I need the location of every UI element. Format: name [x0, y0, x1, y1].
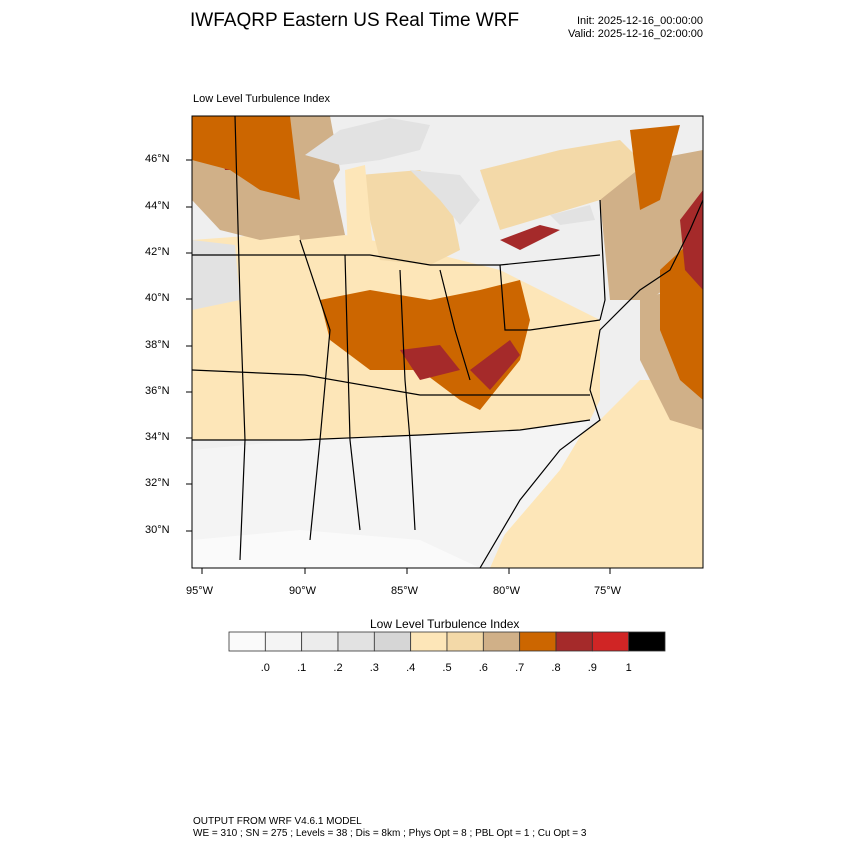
lake-ontario: [550, 205, 595, 225]
colorbar-label: .2: [333, 662, 343, 674]
atlantic-region: [490, 380, 703, 568]
wisconsin-tan: [290, 165, 345, 240]
colorbar-label: .1: [297, 662, 307, 674]
colorbar-swatch: [228, 631, 266, 652]
colorbar-label: .6: [478, 662, 488, 674]
gulf-white: [192, 530, 480, 568]
lon-label: 90°W: [289, 585, 317, 597]
colorbar-title: Low Level Turbulence Index: [370, 617, 520, 631]
lon-label: 95°W: [186, 585, 214, 597]
footer-config: WE = 310 ; SN = 275 ; Levels = 38 ; Dis …: [193, 828, 587, 839]
init-time: Init: 2025-12-16_00:00:00: [577, 15, 703, 27]
footer-model: OUTPUT FROM WRF V4.6.1 MODEL: [193, 816, 362, 827]
plot-title: IWFAQRP Eastern US Real Time WRF: [190, 10, 520, 31]
plains-gray: [192, 240, 240, 310]
lake-superior: [305, 118, 430, 165]
canada-orange: [630, 125, 680, 210]
colorbar-swatch: [519, 631, 557, 652]
axis-ticks: [186, 159, 611, 574]
lat-label: 32°N: [145, 477, 170, 489]
lat-label: 40°N: [145, 292, 170, 304]
colorbar-label: 1: [625, 662, 632, 674]
lon-label: 75°W: [594, 585, 622, 597]
valid-time: Valid: 2025-12-16_02:00:00: [568, 28, 703, 40]
canada-tan: [480, 140, 650, 230]
colorbar-swatch: [555, 631, 593, 652]
lake-erie-red: [500, 225, 560, 250]
colorbar-swatch: [373, 631, 412, 652]
lon-label: 80°W: [493, 585, 521, 597]
lake-huron: [410, 170, 480, 225]
lat-label: 30°N: [145, 524, 170, 536]
colorbar-label: .9: [587, 662, 597, 674]
colorbar-swatch: [301, 631, 339, 652]
colorbar-swatch: [264, 631, 303, 652]
colorbar-label: .4: [406, 662, 416, 674]
colorbar-label: .8: [551, 662, 561, 674]
state-boundaries: [192, 116, 703, 568]
colorbar-swatch: [337, 631, 375, 652]
colorbar-swatch: [410, 631, 448, 652]
lat-label: 44°N: [145, 200, 170, 212]
colorbar-label: .5: [442, 662, 452, 674]
lon-label: 85°W: [391, 585, 419, 597]
lat-label: 34°N: [145, 431, 170, 443]
new-england-red: [680, 190, 703, 290]
lake-michigan: [345, 165, 372, 265]
map-frame: [191, 115, 704, 569]
lat-label: 36°N: [145, 385, 170, 397]
minnesota-orange: [192, 116, 300, 200]
colorbar-swatch: [482, 631, 521, 652]
colorbar-swatch: [591, 631, 630, 652]
colorbar-label: .3: [369, 662, 379, 674]
colorbar-label: .0: [260, 662, 270, 674]
colorbar-swatch: [446, 631, 484, 652]
lat-label: 46°N: [145, 153, 170, 165]
appalachia-red: [470, 340, 520, 390]
field-label: Low Level Turbulence Index: [193, 93, 330, 105]
lat-label: 42°N: [145, 246, 170, 258]
colorbar: [228, 631, 666, 652]
colorbar-swatch: [628, 631, 666, 652]
kentucky-red: [400, 345, 460, 380]
colorbar-label: .7: [515, 662, 525, 674]
lat-label: 38°N: [145, 339, 170, 351]
